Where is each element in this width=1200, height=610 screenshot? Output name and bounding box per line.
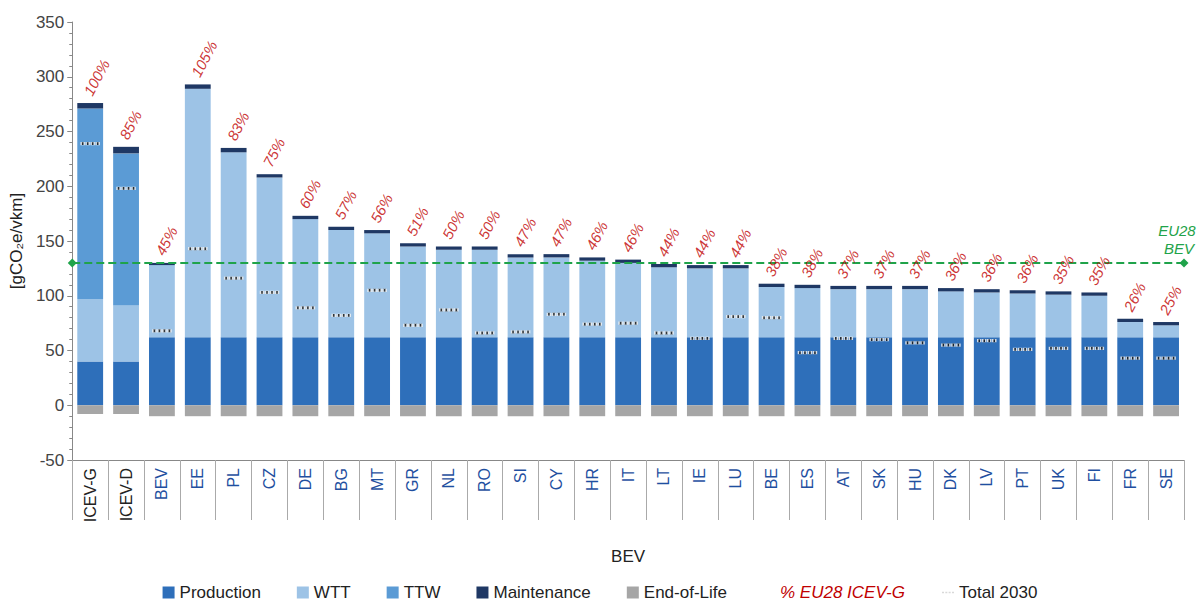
svg-text:46%: 46% [618,220,647,254]
svg-text:37%: 37% [869,247,898,281]
svg-text:38%: 38% [761,245,790,279]
svg-text:26%: 26% [1120,280,1150,315]
svg-text:75%: 75% [259,135,288,169]
svg-text:[gCO₂e/vkm]: [gCO₂e/vkm] [7,193,26,289]
svg-text:44%: 44% [726,226,755,260]
svg-text:SE: SE [1158,468,1175,489]
svg-text:46%: 46% [582,218,611,252]
svg-text:LU: LU [727,468,744,488]
svg-text:PT: PT [1014,468,1031,489]
svg-text:37%: 37% [905,247,934,281]
svg-text:PL: PL [225,468,242,488]
svg-text:LV: LV [978,468,995,487]
svg-text:50%: 50% [475,207,504,241]
svg-text:ICEV-D: ICEV-D [118,468,135,521]
svg-text:44%: 44% [654,225,683,259]
svg-text:47%: 47% [510,215,539,249]
svg-text:200: 200 [36,177,64,196]
svg-text:CZ: CZ [261,468,278,490]
svg-text:EE: EE [189,468,206,489]
svg-text:25%: 25% [1156,283,1186,318]
svg-text:TTW: TTW [404,583,441,602]
svg-text:HU: HU [907,468,924,491]
svg-text:FR: FR [1122,468,1139,489]
svg-text:36%: 36% [977,250,1006,284]
svg-text:105%: 105% [188,38,221,80]
svg-text:100%: 100% [80,57,113,99]
svg-text:38%: 38% [797,246,826,280]
svg-text:-50: -50 [40,451,65,470]
svg-text:UK: UK [1050,468,1067,491]
svg-text:BE: BE [763,468,780,489]
svg-text:150: 150 [36,232,64,251]
svg-text:56%: 56% [367,191,396,225]
svg-text:End-of-Life: End-of-Life [644,583,727,602]
svg-text:IT: IT [620,468,637,482]
svg-text:Maintenance: Maintenance [493,583,590,602]
svg-text:300: 300 [36,67,64,86]
svg-text:36%: 36% [941,249,970,283]
svg-text:BG: BG [333,468,350,491]
svg-text:BEV: BEV [611,547,646,566]
svg-text:51%: 51% [403,204,432,238]
svg-text:DE: DE [297,468,314,490]
svg-text:RO: RO [476,468,493,492]
svg-text:WTT: WTT [314,583,351,602]
svg-text:50%: 50% [439,207,468,241]
svg-text:Production: Production [180,583,261,602]
svg-text:ICEV-G: ICEV-G [82,468,99,522]
svg-text:36%: 36% [1013,251,1042,285]
svg-text:250: 250 [36,122,64,141]
svg-text:45%: 45% [152,224,181,258]
svg-text:BEV: BEV [153,468,170,500]
svg-text:85%: 85% [116,108,145,142]
svg-text:BEV: BEV [1164,240,1196,257]
svg-text:DK: DK [942,468,959,491]
svg-text:44%: 44% [690,226,719,260]
svg-text:NL: NL [440,468,457,489]
svg-text:SK: SK [871,468,888,490]
svg-text:0: 0 [55,396,64,415]
svg-text:GR: GR [404,468,421,492]
svg-text:83%: 83% [224,109,253,143]
svg-text:35%: 35% [1084,253,1113,287]
svg-text:EU28: EU28 [1158,222,1200,239]
svg-text:350: 350 [36,13,64,32]
svg-text:100: 100 [36,286,64,305]
svg-text:IE: IE [691,468,708,483]
svg-text:MT: MT [369,468,386,491]
svg-text:60%: 60% [295,177,324,211]
svg-text:50: 50 [45,341,64,360]
svg-text:37%: 37% [833,247,862,281]
svg-text:Total 2030: Total 2030 [959,583,1037,602]
svg-text:AT: AT [835,468,852,487]
svg-text:FI: FI [1086,468,1103,482]
svg-text:HR: HR [584,468,601,491]
svg-text:57%: 57% [331,188,360,222]
svg-text:% EU28 ICEV-G: % EU28 ICEV-G [780,583,905,602]
svg-text:35%: 35% [1048,252,1077,286]
svg-text:47%: 47% [546,215,575,249]
svg-text:SI: SI [512,468,529,483]
svg-text:ES: ES [799,468,816,489]
svg-text:CY: CY [548,468,565,491]
svg-text:LT: LT [655,468,672,486]
